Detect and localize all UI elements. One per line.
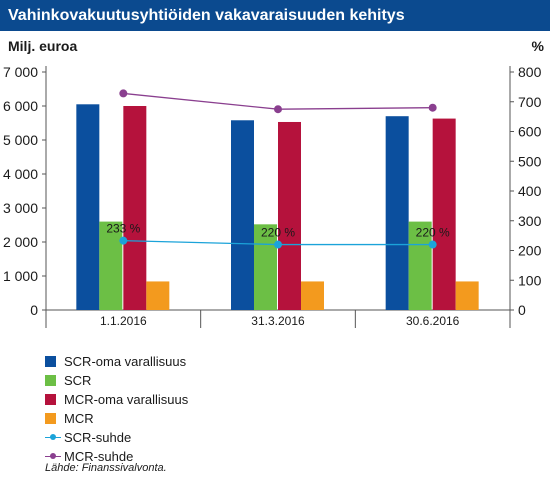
right-axis-label: % <box>531 38 544 54</box>
left-tick-label: 7 000 <box>3 64 38 80</box>
legend-swatch <box>45 356 56 367</box>
bar <box>408 221 432 310</box>
bar <box>278 121 301 310</box>
legend-item: SCR-oma varallisuus <box>45 352 188 371</box>
bar <box>455 281 479 310</box>
bar <box>99 221 123 310</box>
legend-label: MCR-oma varallisuus <box>64 392 189 407</box>
legend-swatch <box>45 375 56 386</box>
left-tick-label: 2 000 <box>3 234 38 250</box>
series-point <box>428 240 437 249</box>
right-tick-label: 0 <box>518 302 526 318</box>
legend-label: SCR <box>64 373 92 388</box>
legend-label: SCR-oma varallisuus <box>64 354 187 369</box>
bar <box>385 116 409 310</box>
legend-label: MCR <box>64 411 94 426</box>
legend-swatch <box>45 394 56 405</box>
right-tick-label: 100 <box>518 272 542 288</box>
right-tick-label: 800 <box>518 64 542 80</box>
left-tick-label: 6 000 <box>3 98 38 114</box>
legend-item: SCR-suhde <box>45 428 188 447</box>
series-point <box>119 236 128 245</box>
bar <box>76 104 100 310</box>
right-tick-label: 600 <box>518 124 542 140</box>
source-note: Lähde: Finanssivalvonta. <box>45 462 167 474</box>
bar <box>301 281 324 310</box>
legend-label: SCR-suhde <box>64 430 132 445</box>
series-point <box>119 89 128 98</box>
bar <box>254 224 277 310</box>
chart-title: Vahinkovakuutusyhtiöiden vakavaraisuuden… <box>0 0 550 31</box>
chart-legend: SCR-oma varallisuus SCR MCR-oma varallisuu… <box>45 352 188 466</box>
bar <box>231 120 254 310</box>
left-tick-label: 1 000 <box>3 268 38 284</box>
category-label: 1.1.2016 <box>100 314 147 328</box>
legend-swatch <box>45 451 64 462</box>
right-tick-label: 200 <box>518 243 542 259</box>
series-point <box>274 105 282 114</box>
legend-swatch <box>45 432 64 443</box>
left-tick-label: 0 <box>30 302 38 318</box>
left-tick-label: 3 000 <box>3 200 38 216</box>
right-tick-label: 700 <box>518 94 542 110</box>
series-point <box>428 103 437 112</box>
bar <box>146 281 170 310</box>
right-tick-label: 500 <box>518 153 542 169</box>
bar <box>432 118 456 310</box>
category-label: 30.6.2016 <box>406 314 460 328</box>
legend-item: MCR-suhde <box>45 447 188 466</box>
left-tick-label: 5 000 <box>3 132 38 148</box>
chart-plot: 0 1 000 2 000 3 000 4 000 5 000 6 000 7 000 0 100… <box>3 64 542 328</box>
right-tick-label: 300 <box>518 213 542 229</box>
category-label: 31.3.2016 <box>251 314 305 328</box>
legend-item: MCR-oma varallisuus <box>45 390 188 409</box>
data-label: 220 % <box>416 226 450 240</box>
legend-item: SCR <box>45 371 188 390</box>
legend-item: MCR <box>45 409 188 428</box>
data-label: 220 % <box>261 226 295 240</box>
series-point <box>274 240 282 249</box>
left-axis-label: Milj. euroa <box>8 38 78 54</box>
bar <box>123 106 147 310</box>
right-tick-label: 400 <box>518 183 542 199</box>
legend-label: MCR-suhde <box>64 449 134 464</box>
data-label: 233 % <box>106 222 140 236</box>
legend-swatch <box>45 413 56 424</box>
left-tick-label: 4 000 <box>3 166 38 182</box>
